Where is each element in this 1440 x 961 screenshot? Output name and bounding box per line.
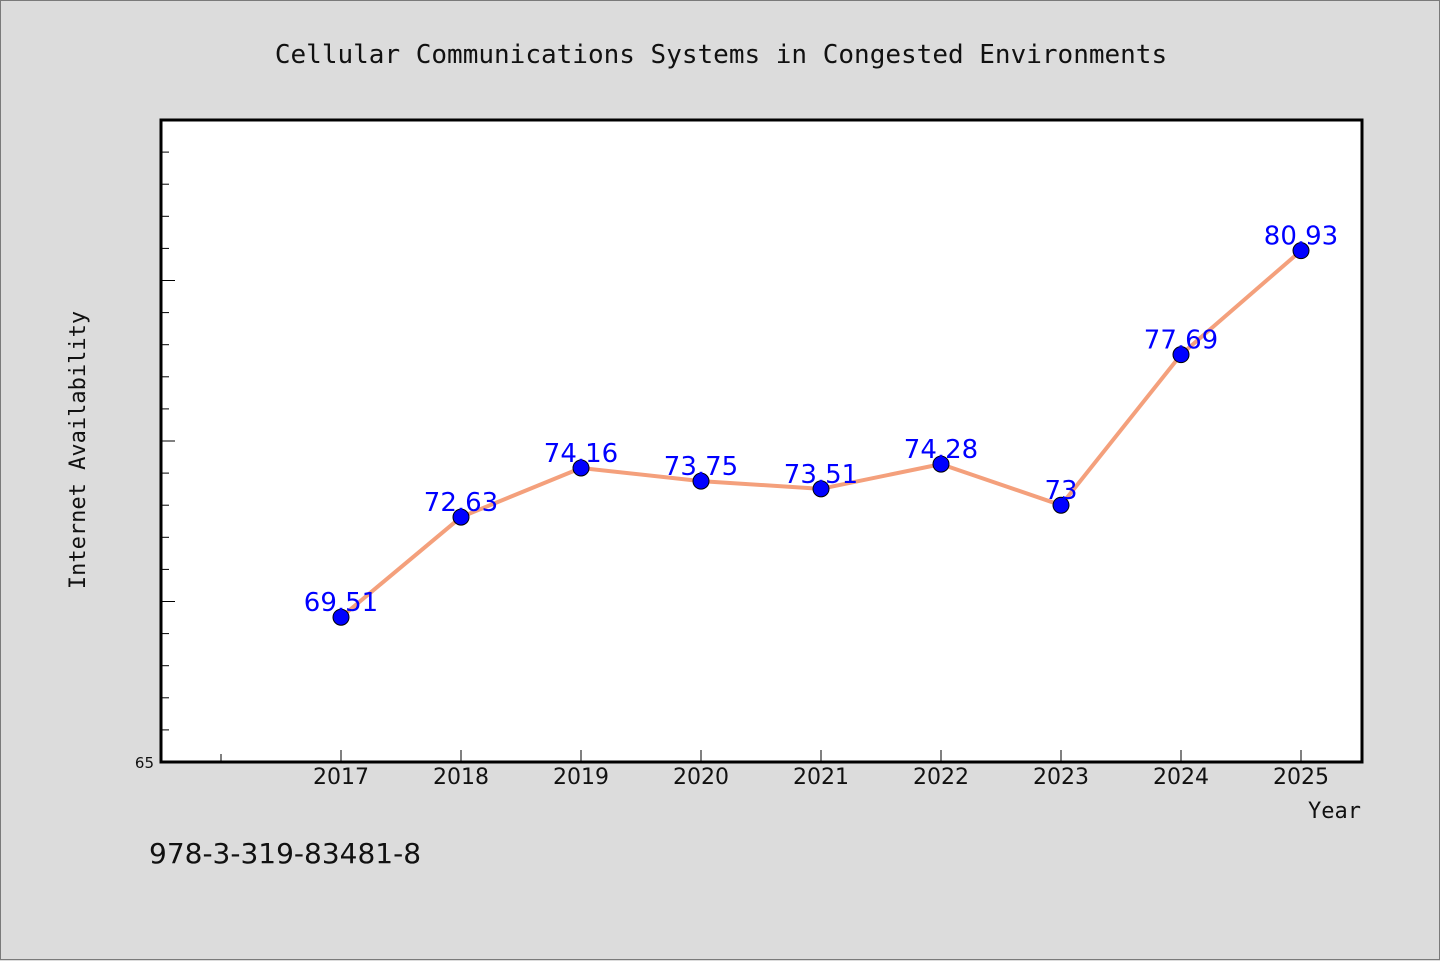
x-tick-label: 2018	[433, 765, 489, 790]
data-label: 77.69	[1144, 326, 1218, 356]
data-labels: 69.51 72.63 74.16 73.75 73.51 74.28 73 77.69 80.…	[304, 222, 1338, 619]
data-point	[812, 480, 830, 498]
data-label: 69.51	[304, 588, 378, 618]
data-label: 74.28	[904, 435, 978, 465]
x-tick-label: 2021	[793, 765, 849, 790]
data-label: 73.75	[664, 452, 738, 482]
data-label: 73.51	[784, 460, 858, 490]
data-label: 74.16	[544, 439, 618, 469]
x-axis-label: Year	[1308, 799, 1361, 824]
data-point	[1052, 496, 1070, 514]
x-tick-label: 2019	[553, 765, 609, 790]
data-label: 80.93	[1264, 222, 1338, 252]
y-tick-label: 65	[135, 754, 154, 772]
data-label: 72.63	[424, 488, 498, 518]
x-tick-label: 2020	[673, 765, 729, 790]
data-point	[452, 508, 470, 526]
y-axis-label: Internet Availability	[66, 311, 91, 589]
data-point	[1292, 242, 1310, 260]
x-tick-label: 2024	[1153, 765, 1209, 790]
data-point	[572, 459, 590, 477]
x-tick-label: 2023	[1033, 765, 1089, 790]
isbn-text: 978-3-319-83481-8	[149, 837, 421, 870]
data-point	[932, 455, 950, 473]
x-axis-ticks: 2017 2018 2019 2020 2021 2022 2023 2024 2025	[220, 750, 1329, 790]
series-markers	[332, 242, 1310, 626]
chart-title: Cellular Communications Systems in Conge…	[275, 40, 1167, 70]
data-point	[1172, 346, 1190, 364]
x-tick-label: 2025	[1273, 765, 1329, 790]
plot-area	[159, 118, 1364, 764]
y-axis-ticks	[161, 151, 175, 731]
data-label: 73	[1044, 476, 1077, 506]
data-point	[332, 608, 350, 626]
x-tick-label: 2022	[913, 765, 969, 790]
data-point	[692, 472, 710, 490]
x-tick-label: 2017	[313, 765, 369, 790]
